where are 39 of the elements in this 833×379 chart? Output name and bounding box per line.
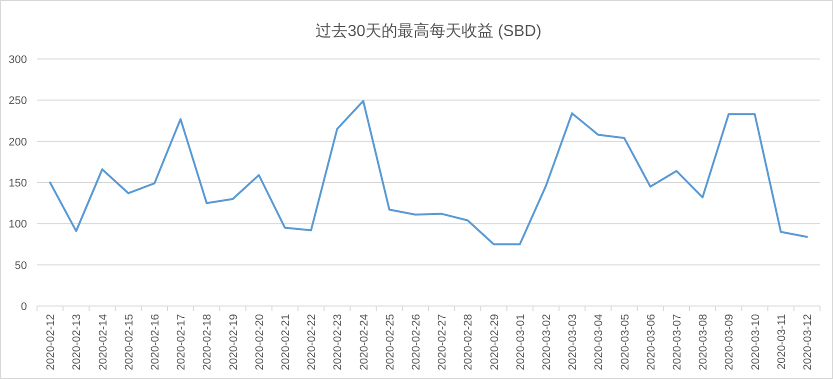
x-tick-label: 2020-03-08 [698, 314, 710, 370]
x-tick-label: 2020-03-02 [540, 314, 553, 370]
x-tick-label: 2020-02-29 [488, 314, 501, 370]
x-tick-label: 2020-02-25 [384, 314, 396, 370]
y-tick-label: 100 [8, 218, 27, 231]
x-tick-label: 2020-02-28 [462, 314, 475, 370]
x-tick-label: 2020-03-06 [645, 314, 658, 370]
x-tick-label: 2020-03-12 [802, 314, 814, 370]
y-tick-label: 300 [8, 54, 27, 66]
x-tick-label: 2020-02-12 [45, 314, 58, 370]
x-tick-label: 2020-02-13 [71, 314, 84, 370]
y-tick-label: 200 [8, 136, 27, 148]
line-series [49, 100, 808, 246]
x-tick-label: 2020-02-24 [358, 314, 370, 370]
y-tick-label: 50 [14, 260, 27, 272]
x-tick-label: 2020-02-23 [332, 314, 344, 370]
x-tick-label: 2020-02-26 [410, 314, 422, 370]
x-tick-label: 2020-02-27 [436, 314, 449, 370]
x-tick-label: 2020-03-09 [724, 314, 736, 370]
title: 过去30天的最高每天收益 (SBD) [316, 23, 542, 40]
x-tick-label: 2020-02-20 [254, 314, 266, 370]
x-tick-label: 2020-02-14 [97, 314, 110, 370]
x-tick-label: 2020-02-16 [149, 314, 162, 370]
y-tick-label: 0 [20, 301, 27, 313]
x-tick-label: 2020-03-07 [671, 314, 684, 370]
x-tick-label: 2020-03-11 [776, 314, 788, 370]
x-tick-label: 2020-02-19 [228, 314, 240, 370]
x-tick-label: 2020-03-04 [593, 314, 606, 370]
x-tick-label: 2020-02-21 [280, 314, 292, 370]
x-tick-label: 2020-03-03 [567, 314, 580, 370]
y-tick-label: 250 [8, 95, 27, 108]
x-tick-label: 2020-03-05 [619, 314, 632, 370]
x-tick-label: 2020-02-15 [123, 314, 136, 370]
y-tick-label: 150 [8, 178, 27, 190]
x-tick-label: 2020-02-18 [202, 314, 214, 370]
x-tick-label: 2020-03-10 [750, 314, 762, 370]
x-tick-label: 2020-02-22 [306, 314, 318, 370]
x-tick-label: 2020-03-01 [514, 314, 527, 370]
x-tick-label: 2020-02-17 [176, 314, 188, 370]
